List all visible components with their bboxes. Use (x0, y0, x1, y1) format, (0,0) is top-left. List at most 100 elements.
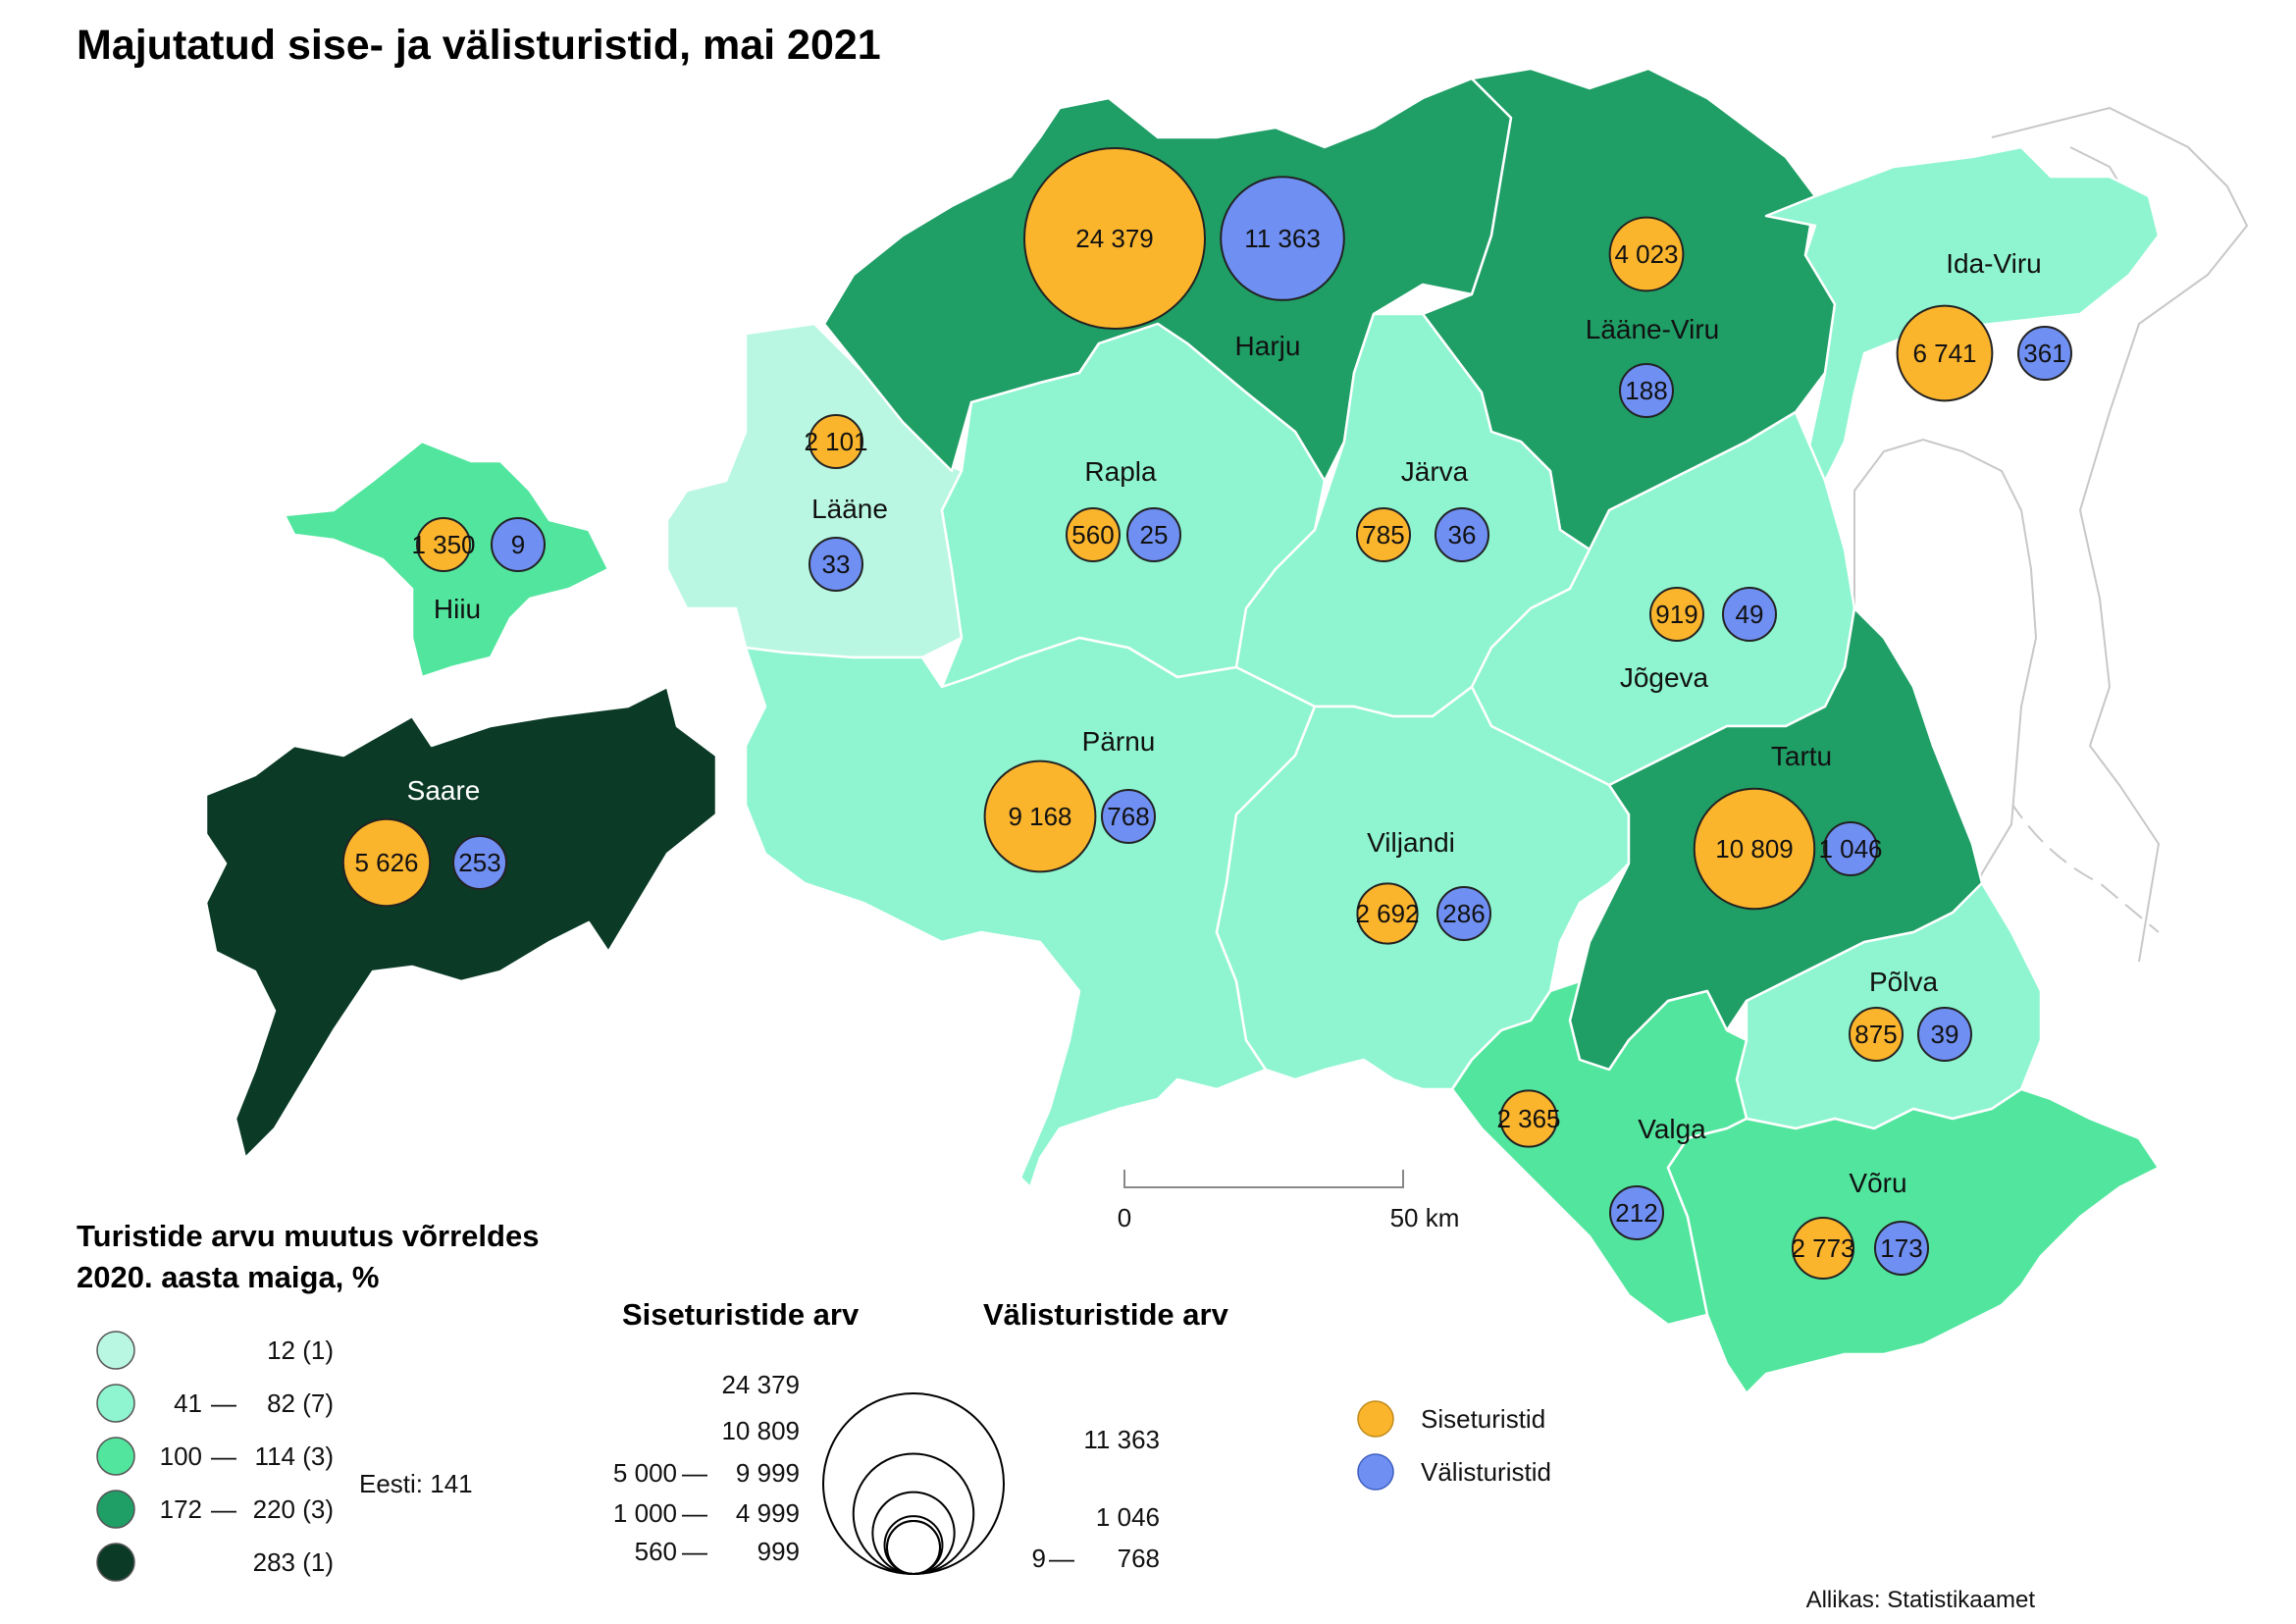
legend-change-low: 100 (160, 1441, 202, 1471)
rapla-domestic-value: 560 (1071, 520, 1114, 550)
p-lva-domestic-value: 875 (1854, 1020, 1897, 1049)
j-geva-foreign-bubble (1722, 587, 1777, 642)
tartu-domestic-bubble (1693, 787, 1816, 911)
saare-domestic-bubble (341, 817, 432, 908)
legend-size-domestic-high: 999 (757, 1537, 800, 1566)
county-name-jarva: Järva (1401, 456, 1469, 487)
legend-change-swatch (96, 1543, 135, 1582)
legend-size-domestic-dash: — (682, 1498, 707, 1528)
ida-viru-foreign-bubble (2017, 326, 2072, 381)
legend-change-items: 12 (1) 41 — 82 (7) 100 — 114 (3) 172 — 220 (3) 283… (96, 1331, 334, 1582)
legend-size-domestic-dash: — (682, 1537, 707, 1566)
harju-domestic-bubble (1023, 147, 1206, 330)
legend-change-high: 12 (1) (267, 1336, 334, 1365)
county-name-laane: Lääne (811, 494, 888, 524)
valga-foreign-value: 212 (1615, 1198, 1657, 1228)
legend-type: Siseturistid Välisturistid (1357, 1400, 1551, 1491)
viljandi-foreign-value: 286 (1442, 899, 1485, 928)
county-name-tartu: Tartu (1771, 741, 1832, 771)
p-rnu-domestic-bubble (983, 760, 1097, 873)
source-note: Allikas: Statistikaamet (1806, 1587, 2036, 1613)
scale-end-label: 50 km (1390, 1203, 1460, 1232)
v-ru-domestic-value: 2 773 (1791, 1233, 1854, 1263)
county-name-rapla: Rapla (1084, 456, 1157, 487)
j-rva-domestic-value: 785 (1362, 520, 1404, 550)
county-name-laane-viru: Lääne-Viru (1586, 314, 1719, 344)
bubble-layer: 24 379 11 363 4 023 188 6 741 361 2 101 33 560 25… (341, 147, 2072, 1281)
legend-size-foreign-high: 11 363 (1083, 1425, 1160, 1454)
county-labels: Harju Lääne-Viru Ida-Viru Lääne Rapla Jä… (407, 248, 2042, 1198)
legend-change-high: 220 (3) (253, 1494, 334, 1524)
ida-viru-domestic-bubble (1896, 304, 1994, 402)
legend-change-low: 41 (174, 1388, 202, 1418)
rapla-foreign-bubble (1126, 507, 1181, 562)
legend-change-total: Eesti: 141 (359, 1469, 473, 1498)
l--ne-domestic-value: 2 101 (804, 427, 867, 456)
legend-type-foreign-label: Välisturistid (1421, 1457, 1551, 1487)
l--ne-domestic-bubble (808, 413, 864, 470)
p-lva-foreign-value: 39 (1931, 1020, 1959, 1049)
county-name-ida-viru: Ida-Viru (1946, 248, 2042, 279)
legend-size-foreign-high: 1 046 (1096, 1502, 1160, 1532)
legend-size-domestic-low: 560 (635, 1537, 677, 1566)
county-name-jogeva: Jõgeva (1620, 662, 1709, 693)
j-geva-domestic-value: 919 (1655, 600, 1697, 629)
tartu-foreign-value: 1 046 (1818, 834, 1882, 864)
legend-size-circle (886, 1520, 941, 1575)
v-ru-foreign-value: 173 (1880, 1233, 1922, 1263)
j-rva-foreign-value: 36 (1448, 520, 1477, 550)
legend-size-foreign-title: Välisturistide arv (983, 1297, 1229, 1332)
legend-size-foreign-dash: — (1049, 1544, 1074, 1573)
p-lva-domestic-bubble (1849, 1007, 1904, 1062)
legend-change-swatch (96, 1437, 135, 1476)
legend-size-domestic-high: 24 379 (721, 1370, 800, 1399)
viljandi-domestic-bubble (1356, 882, 1419, 945)
l--ne-foreign-bubble (809, 537, 863, 592)
ida-viru-foreign-value: 361 (2023, 339, 2065, 368)
legend-type-domestic-label: Siseturistid (1421, 1404, 1545, 1434)
legend-size: Siseturistide arv Välisturistide arv 24 … (613, 1297, 1229, 1575)
valga-foreign-bubble (1609, 1185, 1664, 1240)
legend-change-swatch (96, 1384, 135, 1423)
j-geva-foreign-value: 49 (1736, 600, 1764, 629)
p-rnu-foreign-bubble (1101, 789, 1156, 844)
legend-size-circles (822, 1392, 1005, 1575)
legend-change-dash: — (211, 1441, 236, 1471)
legend-change-high: 114 (3) (255, 1441, 334, 1471)
viljandi-domestic-value: 2 692 (1355, 899, 1419, 928)
legend-size-foreign-low: 9 (1032, 1544, 1046, 1573)
legend-change-swatch (96, 1490, 135, 1529)
legend-size-foreign-high: 768 (1118, 1544, 1160, 1573)
scale-bar (1123, 1170, 1404, 1188)
l--ne-viru-domestic-value: 4 023 (1614, 239, 1678, 269)
county-name-polva: Põlva (1869, 967, 1938, 997)
legend-change-title-line2: 2020. aasta maiga, % (77, 1260, 379, 1294)
county-name-valga: Valga (1638, 1114, 1706, 1144)
legend-size-domestic-title: Siseturistide arv (622, 1297, 860, 1332)
harju-foreign-value: 11 363 (1244, 224, 1321, 253)
legend-size-circle (822, 1392, 1005, 1575)
valga-domestic-value: 2 365 (1496, 1104, 1560, 1133)
saare-foreign-bubble (452, 835, 507, 890)
p-rnu-foreign-value: 768 (1107, 802, 1149, 831)
tartu-foreign-bubble (1823, 821, 1878, 876)
legend-size-domestic-low: 5 000 (613, 1458, 677, 1488)
saare-domestic-value: 5 626 (354, 848, 418, 877)
saare-foreign-value: 253 (458, 848, 500, 877)
legend-size-circle (871, 1491, 956, 1575)
legend-size-domestic-high: 10 809 (721, 1416, 800, 1445)
j-geva-domestic-bubble (1649, 587, 1704, 642)
j-rva-foreign-bubble (1435, 507, 1489, 562)
legend-change-dash: — (211, 1494, 236, 1524)
legend-change-high: 283 (1) (253, 1547, 334, 1577)
legend-change-low: 172 (160, 1494, 202, 1524)
hiiu-domestic-value: 1 350 (411, 530, 475, 559)
v-ru-foreign-bubble (1874, 1221, 1929, 1276)
county-name-parnu: Pärnu (1082, 726, 1156, 757)
legend-type-foreign-swatch (1357, 1453, 1394, 1491)
hiiu-foreign-bubble (491, 517, 546, 572)
rapla-domestic-bubble (1066, 507, 1121, 562)
legend-type-domestic-swatch (1357, 1400, 1394, 1438)
legend-change-title-line1: Turistide arvu muutus võrreldes (77, 1219, 539, 1253)
